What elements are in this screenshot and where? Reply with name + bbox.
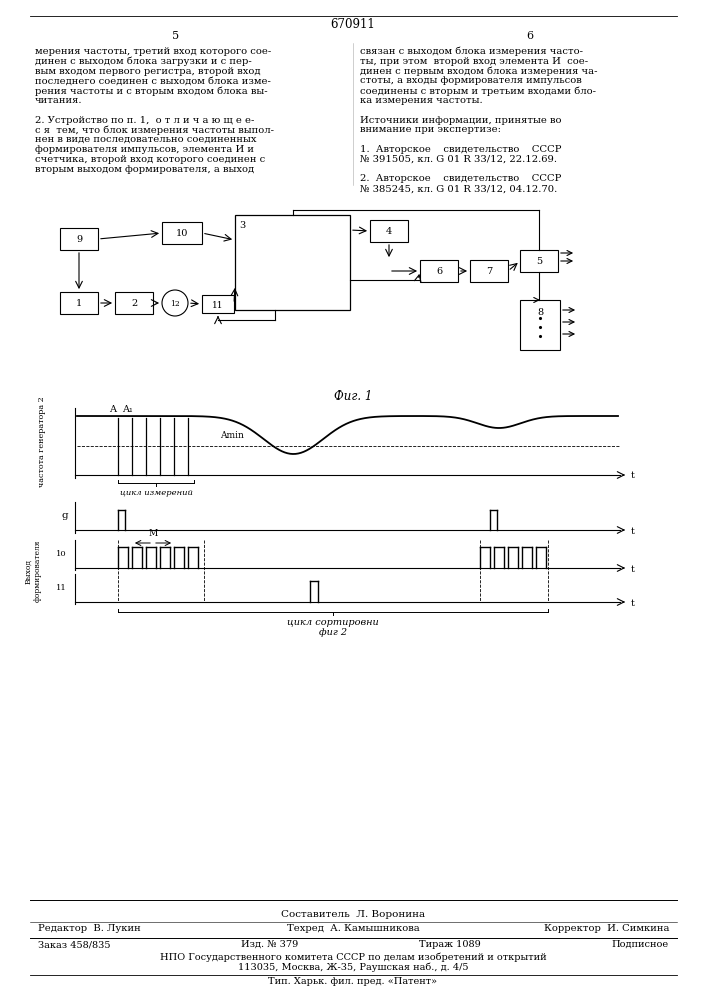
Text: 3: 3 — [239, 221, 245, 230]
Text: 5: 5 — [536, 257, 542, 266]
Text: формирователя импульсов, элемента И и: формирователя импульсов, элемента И и — [35, 145, 254, 154]
Text: t: t — [631, 598, 635, 607]
Text: 670911: 670911 — [331, 17, 375, 30]
Text: ты, при этом  второй вход элемента И  сое-: ты, при этом второй вход элемента И сое- — [360, 57, 588, 66]
Text: g: g — [62, 512, 69, 520]
Text: № 391505, кл. G 01 R 33/12, 22.12.69.: № 391505, кл. G 01 R 33/12, 22.12.69. — [360, 155, 557, 164]
Text: 113035, Москва, Ж-35, Раушская наб., д. 4/5: 113035, Москва, Ж-35, Раушская наб., д. … — [238, 963, 468, 972]
Text: внимание при экспертизе:: внимание при экспертизе: — [360, 125, 501, 134]
Text: A₁: A₁ — [122, 405, 134, 414]
Text: мерения частоты, третий вход которого сое-: мерения частоты, третий вход которого со… — [35, 47, 271, 56]
Text: М: М — [148, 529, 158, 538]
Text: A: A — [110, 405, 117, 414]
Text: Заказ 458/835: Заказ 458/835 — [38, 940, 110, 949]
Text: последнего соединен с выходом блока изме-: последнего соединен с выходом блока изме… — [35, 76, 271, 85]
Text: 12: 12 — [170, 300, 180, 308]
Text: 8: 8 — [537, 308, 543, 317]
Text: НПО Государственного комитета СССР по делам изобретений и открытий: НПО Государственного комитета СССР по де… — [160, 952, 547, 962]
Text: стоты, а входы формирователя импульсов: стоты, а входы формирователя импульсов — [360, 76, 582, 85]
Text: Источники информации, принятые во: Источники информации, принятые во — [360, 116, 561, 125]
Text: частота генератора 2: частота генератора 2 — [38, 396, 46, 487]
Text: 7: 7 — [486, 267, 492, 276]
Text: 10: 10 — [56, 550, 66, 558]
Text: Корректор  И. Симкина: Корректор И. Симкина — [544, 924, 669, 933]
Text: Amin: Amin — [220, 431, 244, 440]
Text: 6: 6 — [527, 31, 534, 41]
Text: нен в виде последовательно соединенных: нен в виде последовательно соединенных — [35, 135, 257, 144]
Text: 2.  Авторское    свидетельство    СССР: 2. Авторское свидетельство СССР — [360, 174, 561, 183]
Bar — [520, 250, 558, 272]
Bar — [420, 260, 458, 282]
Text: вторым выходом формирователя, а выход: вторым выходом формирователя, а выход — [35, 165, 254, 174]
Text: Составитель  Л. Воронина: Составитель Л. Воронина — [281, 910, 425, 919]
Bar — [470, 260, 508, 282]
Text: вым входом первого регистра, второй вход: вым входом первого регистра, второй вход — [35, 67, 260, 76]
Text: t: t — [631, 526, 635, 536]
Text: рения частоты и с вторым входом блока вы-: рения частоты и с вторым входом блока вы… — [35, 86, 268, 96]
Bar — [60, 292, 98, 314]
Text: Редактор  В. Лукин: Редактор В. Лукин — [38, 924, 141, 933]
Text: № 385245, кл. G 01 R 33/12, 04.12.70.: № 385245, кл. G 01 R 33/12, 04.12.70. — [360, 184, 557, 193]
Text: Тираж 1089: Тираж 1089 — [419, 940, 481, 949]
Bar — [370, 220, 408, 242]
Text: динен с выходом блока загрузки и с пер-: динен с выходом блока загрузки и с пер- — [35, 57, 252, 66]
Text: t: t — [631, 564, 635, 574]
Text: 5: 5 — [173, 31, 180, 41]
Text: Тип. Харьк. фил. пред. «Патент»: Тип. Харьк. фил. пред. «Патент» — [269, 977, 438, 986]
Text: 2: 2 — [131, 300, 137, 308]
Text: 1: 1 — [76, 300, 82, 308]
Text: Подписное: Подписное — [612, 940, 669, 949]
Text: 9: 9 — [76, 235, 82, 244]
Text: 11: 11 — [212, 300, 223, 310]
Text: цикл измерений: цикл измерений — [119, 489, 192, 497]
Text: цикл сортировни: цикл сортировни — [287, 618, 379, 627]
Bar — [202, 295, 234, 313]
Text: с я  тем, что блок измерения частоты выпол-: с я тем, что блок измерения частоты выпо… — [35, 125, 274, 135]
Bar — [60, 228, 98, 250]
Text: t: t — [631, 472, 635, 481]
Text: 2. Устройство по п. 1,  о т л и ч а ю щ е е-: 2. Устройство по п. 1, о т л и ч а ю щ е… — [35, 116, 255, 125]
Text: Техред  А. Камышникова: Техред А. Камышникова — [286, 924, 419, 933]
Text: Выход
формирователя: Выход формирователя — [25, 540, 42, 602]
Text: 11: 11 — [56, 584, 66, 592]
Text: фиг 2: фиг 2 — [319, 628, 347, 637]
Text: связан с выходом блока измерения часто-: связан с выходом блока измерения часто- — [360, 47, 583, 56]
Text: динен с первым входом блока измерения ча-: динен с первым входом блока измерения ча… — [360, 67, 597, 76]
Text: счетчика, второй вход которого соединен с: счетчика, второй вход которого соединен … — [35, 155, 265, 164]
Bar — [520, 300, 560, 350]
Text: 1.  Авторское    свидетельство    СССР: 1. Авторское свидетельство СССР — [360, 145, 561, 154]
Text: 10: 10 — [176, 230, 188, 238]
Bar — [235, 215, 350, 310]
Text: соединены с вторым и третьим входами бло-: соединены с вторым и третьим входами бло… — [360, 86, 596, 96]
Text: ка измерения частоты.: ка измерения частоты. — [360, 96, 483, 105]
Bar — [115, 292, 153, 314]
Text: читания.: читания. — [35, 96, 83, 105]
Bar — [162, 222, 202, 244]
Text: Фиг. 1: Фиг. 1 — [334, 390, 372, 403]
Text: 4: 4 — [386, 228, 392, 236]
Text: 6: 6 — [436, 267, 442, 276]
Text: Изд. № 379: Изд. № 379 — [241, 940, 298, 949]
